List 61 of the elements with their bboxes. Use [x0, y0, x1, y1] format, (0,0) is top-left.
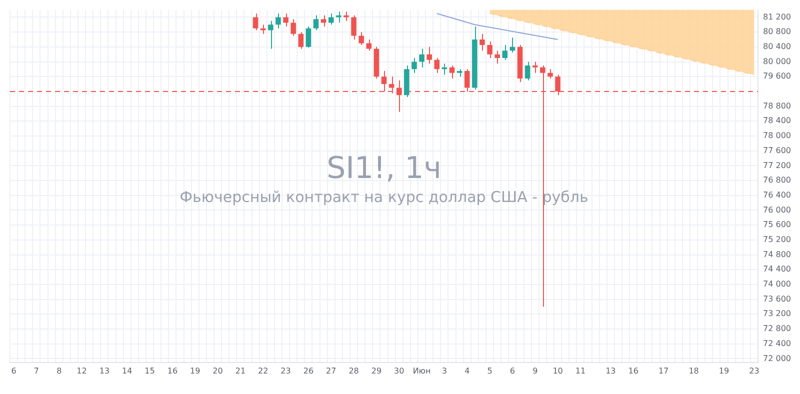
y-tick-label: 78 400 [763, 116, 792, 126]
x-tick-label: 29 [371, 366, 382, 376]
text: SI1!, 1ч [326, 151, 442, 186]
x-tick-label: 21 [235, 366, 246, 376]
x-tick-label: 13 [606, 366, 616, 376]
y-tick-label: 74 400 [763, 264, 792, 274]
candlestick [328, 13, 334, 26]
y-tick-label: 77 600 [763, 146, 792, 155]
x-tick-label: 17 [658, 366, 669, 376]
x-tick-label: 13 [99, 366, 110, 376]
x-tick-label: 7 [34, 366, 39, 376]
text: Фьючерсный контракт на курс доллар США - рубль [180, 188, 588, 206]
x-tick-label: 4 [464, 366, 470, 376]
x-tick-label: 6 [510, 366, 515, 376]
x-tick-label: 5 [487, 366, 492, 376]
candlestick [283, 13, 288, 27]
y-tick-label: 80 800 [763, 27, 792, 36]
x-tick-label: 16 [628, 366, 638, 376]
x-tick-label: 23 [280, 366, 291, 376]
y-tick-label: 79 600 [763, 72, 792, 81]
y-tick-label: 80 400 [763, 42, 792, 51]
y-tick-label: 72 800 [763, 324, 792, 334]
x-tick-label: 26 [303, 366, 314, 376]
y-tick-label: 80 000 [763, 56, 792, 66]
x-tick-label: 16 [167, 366, 178, 376]
x-tick-label: 20 [212, 366, 223, 376]
x-tick-label: 11 [575, 366, 586, 376]
x-tick-label: 19 [718, 366, 730, 376]
x-tick-label: 14 [122, 366, 132, 376]
x-tick-label: 27 [326, 366, 336, 376]
x-tick-label: 15 [144, 366, 155, 376]
y-tick-label: 74 000 [763, 280, 792, 289]
x-tick-label: 22 [258, 366, 268, 376]
x-tick-label: 12 [76, 366, 87, 376]
x-tick-label: 18 [688, 366, 699, 376]
y-tick-label: 77 200 [763, 160, 792, 170]
x-tick-label: 19 [190, 366, 200, 376]
y-tick-label: 75 600 [763, 220, 792, 230]
y-tick-label: 81 200 [763, 12, 792, 22]
y-tick-label: 75 200 [763, 234, 792, 244]
x-tick-label: 9 [532, 366, 538, 376]
x-tick-label: 8 [56, 366, 62, 376]
x-tick-label: Июн [412, 366, 431, 376]
x-tick-label: 30 [394, 366, 404, 376]
x-tick-label: 6 [11, 366, 16, 376]
y-tick-label: 76 800 [763, 176, 792, 185]
y-tick-label: 76 400 [763, 190, 792, 200]
candlestick [532, 61, 538, 74]
y-tick-label: 73 600 [763, 294, 792, 304]
y-tick-label: 78 800 [763, 101, 792, 110]
y-tick-label: 73 200 [763, 309, 792, 318]
y-tick-label: 74 800 [763, 250, 792, 259]
x-tick-label: 3 [442, 366, 447, 376]
y-tick-label: 72 400 [763, 338, 792, 348]
x-tick-label: 10 [552, 366, 563, 376]
y-tick-label: 78 000 [763, 131, 792, 140]
x-tick-label: 23 [749, 366, 760, 376]
y-tick-label: 72 000 [763, 354, 792, 363]
x-tick-label: 28 [348, 366, 359, 376]
y-tick-label: 76 000 [763, 205, 792, 214]
candlestick [366, 38, 372, 52]
